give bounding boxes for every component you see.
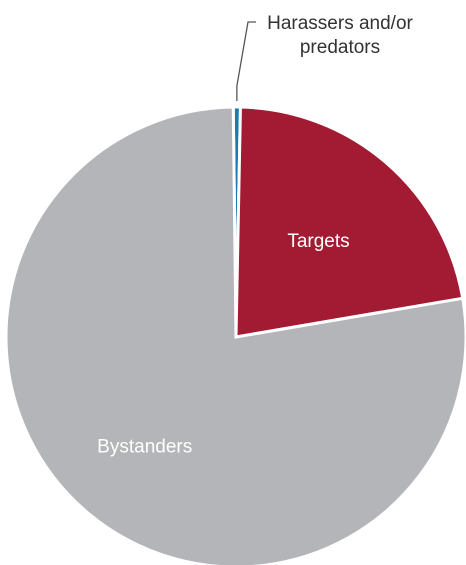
slice-label-bystanders: Bystanders <box>97 437 192 458</box>
pie-labels: Harassers and/or predators Targets Bystande… <box>97 13 413 458</box>
pie-slice-targets <box>234 105 465 339</box>
pie-slice-bystanders <box>4 105 466 565</box>
callout-leader-line <box>236 21 256 102</box>
pie-slices <box>4 105 466 565</box>
slice-label-targets: Targets <box>287 231 349 252</box>
slice-label-harassers-and-or-predators: Harassers and/or predators <box>267 13 413 58</box>
